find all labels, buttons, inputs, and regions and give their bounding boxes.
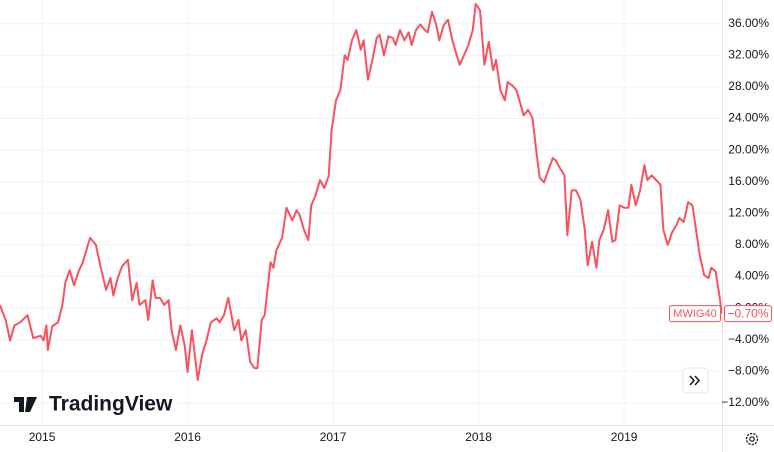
y-tick-label: −12.00% bbox=[721, 395, 769, 409]
x-tick-label: 2018 bbox=[465, 430, 492, 444]
y-tick-label: 8.00% bbox=[735, 237, 769, 251]
scroll-to-realtime-button[interactable] bbox=[682, 367, 709, 394]
series-name-label: MWIG40 bbox=[673, 308, 716, 320]
y-tick-label: 12.00% bbox=[728, 205, 769, 219]
grid bbox=[0, 0, 722, 425]
axes: −12.00%−8.00%−4.00%0.00%4.00%8.00%12.00%… bbox=[29, 16, 772, 444]
last-value-badge bbox=[724, 305, 772, 323]
x-tick-label: 2015 bbox=[29, 430, 56, 444]
y-tick-label: 16.00% bbox=[728, 174, 769, 188]
series-name-badge bbox=[669, 305, 721, 323]
x-tick-label: 2019 bbox=[611, 430, 638, 444]
y-tick-label: 20.00% bbox=[728, 142, 769, 156]
y-tick-label: 28.00% bbox=[728, 79, 769, 93]
gear-inner bbox=[749, 436, 755, 442]
chevron-icon bbox=[689, 375, 701, 386]
y-tick-label: 36.00% bbox=[728, 16, 769, 30]
button-frame[interactable] bbox=[682, 367, 709, 394]
y-tick-label: 32.00% bbox=[728, 47, 769, 61]
plot bbox=[0, 2, 723, 381]
y-tick-label: 4.00% bbox=[735, 269, 769, 283]
gear-outer bbox=[745, 432, 759, 446]
y-tick-label: 24.00% bbox=[728, 111, 769, 125]
x-tick-label: 2016 bbox=[174, 430, 201, 444]
series-line bbox=[0, 2, 723, 381]
logo-text: TradingView bbox=[49, 393, 173, 416]
settings-button[interactable] bbox=[745, 432, 759, 446]
y-tick-label: −4.00% bbox=[728, 332, 769, 346]
y-tick-label: −8.00% bbox=[728, 363, 769, 377]
logo: TradingView bbox=[14, 393, 173, 416]
logo-icon bbox=[14, 397, 37, 412]
last-value-label: −0.70% bbox=[727, 306, 768, 320]
x-tick-label: 2017 bbox=[320, 430, 347, 444]
